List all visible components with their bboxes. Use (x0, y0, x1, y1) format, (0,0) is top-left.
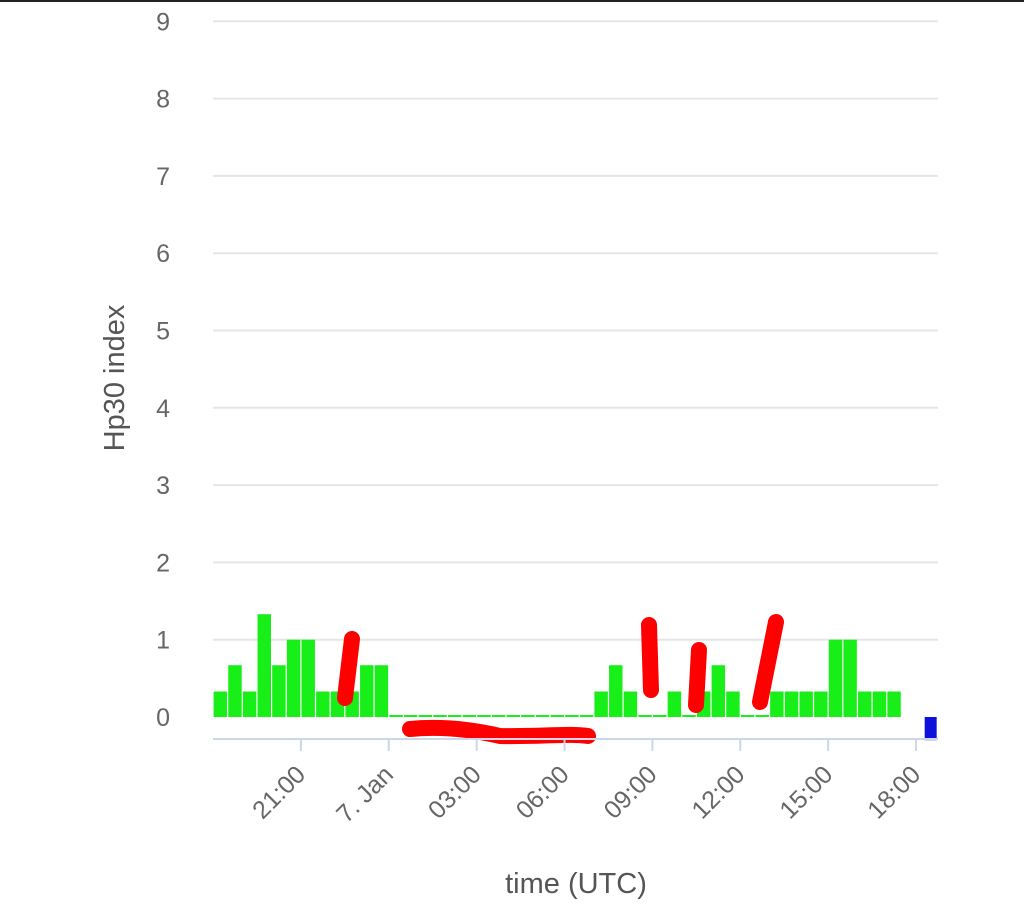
bar (740, 715, 755, 717)
bar (360, 665, 374, 717)
red-annotation-stroke (402, 719, 596, 745)
bar (404, 715, 418, 717)
bar (843, 639, 857, 717)
bar (213, 691, 228, 717)
y-tick-label: 7 (156, 163, 170, 191)
bar (579, 715, 594, 717)
bar (667, 691, 682, 717)
x-tick-label: 18:00 (862, 760, 926, 824)
red-annotation-stroke (641, 617, 659, 698)
bar (887, 691, 901, 717)
bar (550, 715, 564, 717)
bar (286, 639, 301, 717)
red-annotation-stroke (688, 642, 707, 713)
x-tick-label: 21:00 (247, 760, 311, 824)
bar (623, 691, 638, 717)
bar (228, 665, 242, 717)
y-tick-label: 1 (156, 627, 170, 655)
bar (638, 715, 652, 717)
bar (711, 665, 726, 717)
y-tick-label: 9 (156, 8, 170, 36)
bar (828, 639, 843, 717)
y-tick-label: 4 (156, 395, 170, 423)
bar (770, 691, 784, 717)
y-tick-label: 3 (156, 472, 170, 500)
x-axis-title: time (UTC) (505, 868, 647, 900)
bar (257, 614, 271, 717)
forecast-bar (924, 717, 937, 741)
bar (609, 665, 623, 717)
x-tick-label: 7. Jan (331, 760, 399, 828)
red-annotation-stroke (337, 631, 360, 706)
bar (535, 715, 550, 717)
bar (477, 715, 491, 717)
y-tick-label: 2 (156, 549, 170, 577)
gridlines (213, 20, 938, 641)
bar (726, 691, 740, 717)
y-axis-title: Hp30 index (99, 304, 131, 451)
top-border (0, 0, 1024, 2)
bar (301, 639, 315, 717)
x-tick-label: 15:00 (774, 760, 838, 824)
bar (506, 715, 520, 717)
x-axis-ticks: 21:00 7. Jan 03:00 06:00 09:00 12:00 15:00 18:0… (247, 739, 926, 828)
bars (213, 614, 937, 741)
bar (433, 715, 447, 717)
bar (242, 691, 257, 717)
x-tick-label: 03:00 (423, 760, 487, 824)
bar (858, 691, 872, 717)
bar (521, 715, 535, 717)
hand-drawn-annotations (337, 614, 784, 745)
y-axis-tick-labels: 0 1 2 3 4 5 6 7 8 9 (156, 8, 170, 732)
red-annotation-stroke (752, 614, 784, 710)
bar (799, 691, 813, 717)
bar (316, 691, 330, 717)
bar (652, 715, 667, 717)
bar (594, 691, 608, 717)
bar (462, 715, 477, 717)
bar (447, 715, 462, 717)
y-tick-label: 0 (156, 704, 170, 732)
y-tick-label: 6 (156, 240, 170, 268)
x-tick-label: 06:00 (511, 760, 575, 824)
bar (374, 665, 389, 717)
bar (389, 715, 403, 717)
y-tick-label: 8 (156, 86, 170, 114)
bar (872, 691, 887, 717)
bar (784, 691, 799, 717)
bar (491, 715, 506, 717)
bar (565, 715, 579, 717)
x-tick-label: 12:00 (686, 760, 750, 824)
bar (814, 691, 828, 717)
bar (272, 665, 286, 717)
bar (682, 715, 696, 717)
bar (418, 715, 433, 717)
bar (755, 715, 769, 717)
y-tick-label: 5 (156, 318, 170, 346)
x-tick-label: 09:00 (599, 760, 663, 824)
